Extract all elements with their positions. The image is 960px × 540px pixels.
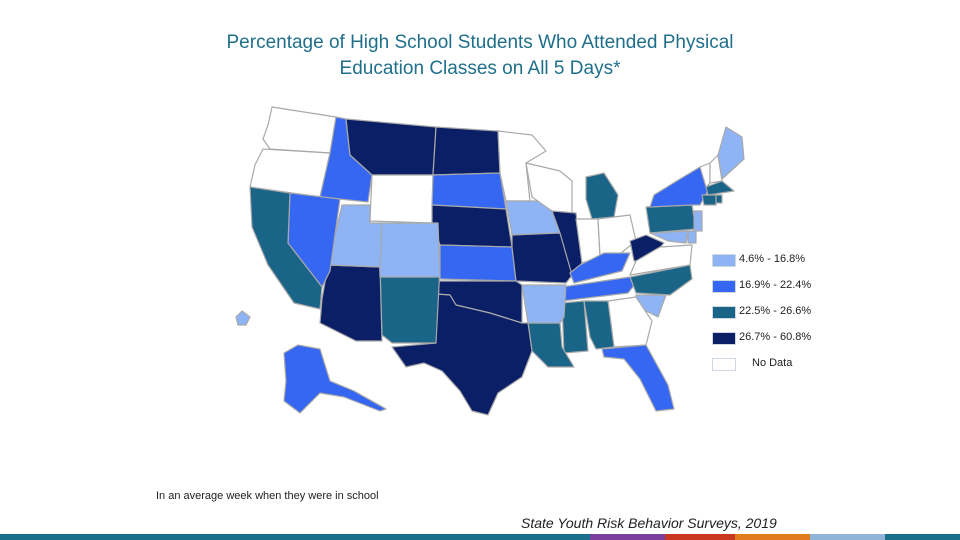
- state-nd: [432, 126, 501, 176]
- title-line-2: Education Classes on All 5 Days*: [339, 58, 621, 79]
- legend-label-1: 4.6% - 16.8%: [739, 253, 806, 265]
- state-mn: [497, 130, 547, 202]
- map-title: Percentage of High School Students Who A…: [150, 30, 810, 82]
- state-tx: [391, 292, 533, 416]
- source-citation: State Youth Risk Behavior Surveys, 2019: [521, 515, 777, 531]
- state-al: [583, 300, 615, 350]
- state-ny: [649, 166, 711, 208]
- legend-label-2: 16.9% - 22.4%: [739, 279, 812, 291]
- bottom-color-stripe: [0, 534, 960, 540]
- legend-swatch-2: [712, 280, 736, 293]
- stripe-segment-4: [735, 534, 810, 540]
- us-states-map: [235, 106, 745, 416]
- footnote: In an average week when they were in sch…: [156, 490, 379, 502]
- state-va: [629, 244, 693, 276]
- state-nc: [629, 264, 693, 296]
- state-wy: [369, 174, 434, 224]
- state-sd: [431, 172, 507, 210]
- state-ar: [521, 284, 567, 324]
- legend-label-3: 22.5% - 26.6%: [739, 305, 812, 317]
- legend-swatch-1: [712, 254, 736, 267]
- state-ks: [439, 244, 517, 282]
- state-fl: [601, 344, 675, 412]
- state-oh: [597, 214, 637, 258]
- state-hi: [235, 310, 251, 326]
- stripe-segment-2: [590, 534, 665, 540]
- state-az: [319, 264, 383, 342]
- stripe-segment-3: [665, 534, 735, 540]
- state-ct: [701, 194, 717, 206]
- state-co: [377, 222, 441, 278]
- legend-swatch-3: [712, 306, 736, 319]
- stripe-segment-5: [810, 534, 885, 540]
- legend-swatch-5: [712, 358, 736, 371]
- legend-label-4: 26.7% - 60.8%: [739, 331, 812, 343]
- state-de: [687, 230, 697, 244]
- state-nj: [693, 210, 703, 232]
- legend-label-5: No Data: [752, 357, 793, 369]
- legend-swatch-4: [712, 332, 736, 345]
- state-pa: [645, 204, 697, 234]
- state-ca: [249, 186, 323, 310]
- stripe-segment-1: [0, 534, 590, 540]
- state-ma: [705, 180, 735, 196]
- title-line-1: Percentage of High School Students Who A…: [226, 32, 734, 53]
- state-mi: [585, 172, 619, 220]
- stripe-segment-6: [885, 534, 960, 540]
- state-ak: [283, 344, 387, 414]
- state-nm: [379, 266, 441, 344]
- state-ky: [569, 252, 631, 284]
- state-ri: [715, 194, 723, 204]
- state-ms: [561, 300, 589, 354]
- state-wa: [262, 106, 337, 154]
- state-md: [649, 230, 689, 244]
- state-ne: [431, 204, 513, 248]
- state-me: [717, 126, 745, 180]
